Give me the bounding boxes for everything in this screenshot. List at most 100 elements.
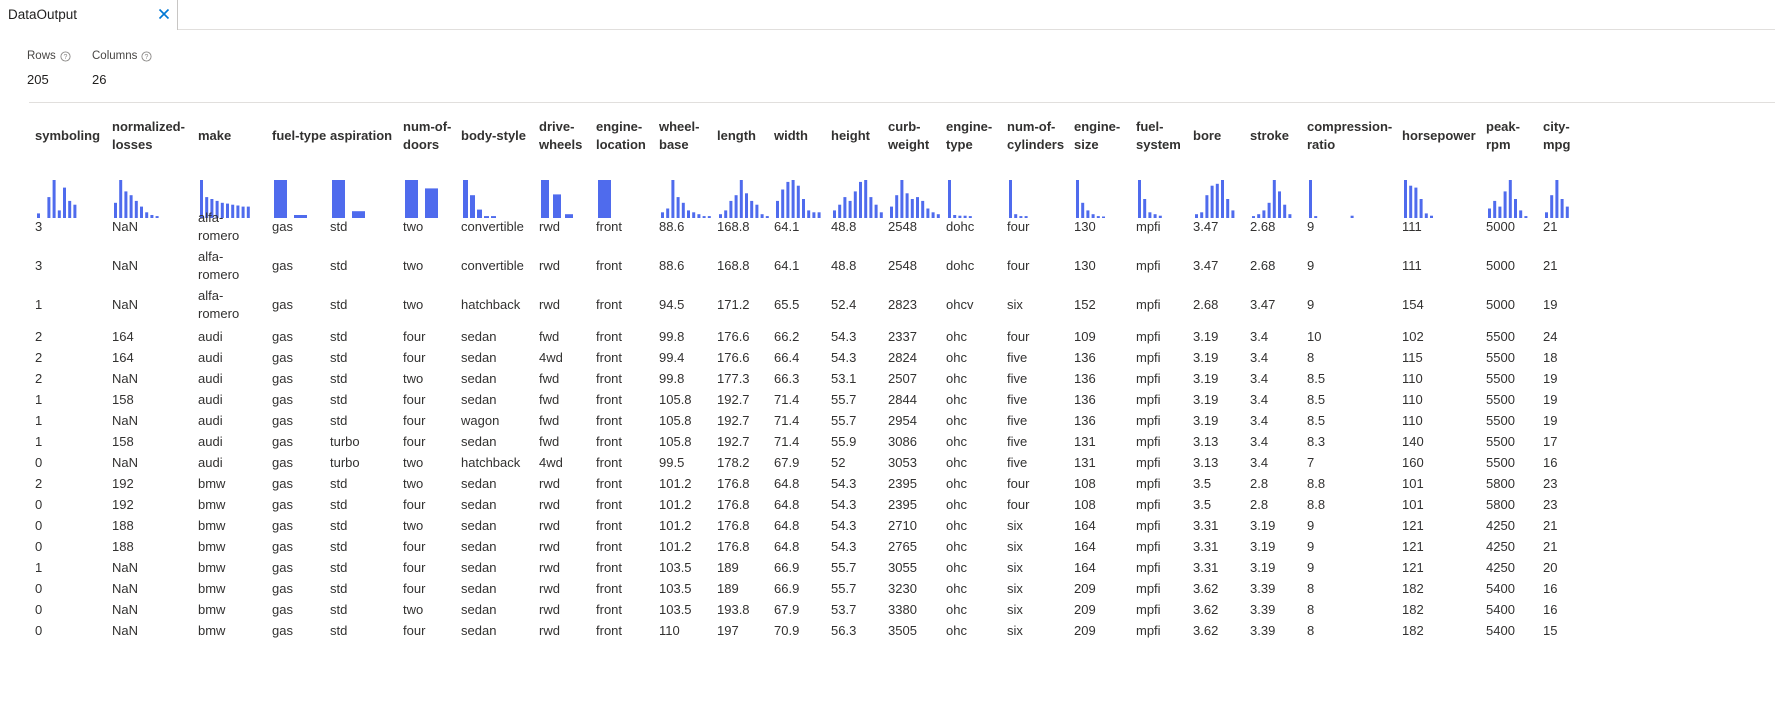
cell-engine-location: front	[596, 329, 623, 344]
column-header-fuel-type[interactable]: fuel-type	[272, 127, 327, 143]
cell-engine-type: ohc	[946, 455, 967, 470]
cell-aspiration: std	[330, 602, 348, 617]
histogram-wheel-base[interactable]	[661, 179, 715, 235]
cell-width: 71.4	[774, 434, 800, 449]
cell-height: 54.3	[831, 539, 857, 554]
histogram-aspiration[interactable]	[332, 179, 374, 235]
column-header-num-of-cylinders[interactable]: num-of-cylinders	[1007, 118, 1065, 152]
histogram-horsepower[interactable]	[1404, 179, 1438, 235]
cell-engine-type: ohc	[946, 329, 967, 344]
cell-peak-rpm: 5400	[1486, 581, 1515, 596]
column-header-engine-size[interactable]: engine-size	[1074, 118, 1121, 152]
histogram-height[interactable]	[833, 179, 887, 235]
histogram-body-style[interactable]	[463, 179, 500, 235]
histogram-num-of-cylinders[interactable]	[1009, 179, 1032, 235]
histogram-bar	[1430, 215, 1433, 218]
histogram-make[interactable]	[200, 179, 254, 235]
column-header-length[interactable]: length	[717, 127, 756, 143]
column-header-city-mpg[interactable]: city-mpg	[1543, 118, 1571, 152]
tab-bar: DataOutput	[0, 0, 1775, 30]
column-header-engine-location[interactable]: engine-location	[596, 118, 646, 152]
histogram-bar	[791, 180, 795, 218]
histogram-bar	[905, 193, 909, 218]
cell-body-style: sedan	[461, 518, 497, 533]
cell-city-mpg: 17	[1543, 434, 1558, 449]
histogram-curb-weight[interactable]	[890, 179, 944, 235]
cell-body-style: sedan	[461, 581, 497, 596]
histogram-stroke[interactable]	[1252, 179, 1296, 235]
histogram-bar	[1550, 195, 1554, 218]
cell-wheel-base: 101.2	[659, 497, 692, 512]
help-circle-icon[interactable]: ?	[141, 50, 152, 62]
column-header-width[interactable]: width	[774, 127, 808, 143]
column-header-symboling[interactable]: symboling	[35, 127, 101, 143]
cell-num-of-cylinders: four	[1007, 219, 1030, 234]
histogram-engine-size[interactable]	[1076, 179, 1110, 235]
cell-drive-wheels: 4wd	[539, 455, 563, 470]
histogram-bar	[150, 215, 154, 218]
histogram-bar	[140, 206, 143, 218]
column-header-peak-rpm[interactable]: peak-rpm	[1486, 118, 1520, 152]
column-header-fuel-system[interactable]: fuel-system	[1136, 118, 1181, 152]
cell-curb-weight: 2844	[888, 392, 917, 407]
histogram-svg	[1404, 180, 1433, 218]
column-header-aspiration[interactable]: aspiration	[330, 127, 393, 143]
histogram-normalized-losses[interactable]	[114, 179, 163, 235]
cell-peak-rpm: 5500	[1486, 392, 1515, 407]
histogram-num-of-doors[interactable]	[405, 179, 447, 235]
histogram-bar	[926, 208, 930, 218]
cell-symboling: 0	[35, 518, 43, 533]
column-header-curb-weight[interactable]: curb-weight	[888, 118, 930, 152]
cell-stroke: 3.39	[1250, 602, 1276, 617]
cell-normalized-losses: 164	[112, 329, 134, 344]
cell-city-mpg: 19	[1543, 297, 1558, 312]
cell-normalized-losses: 188	[112, 518, 134, 533]
histogram-engine-type[interactable]	[948, 179, 976, 235]
histogram-svg	[1138, 180, 1162, 218]
column-header-height[interactable]: height	[831, 127, 870, 143]
cell-fuel-type: gas	[272, 258, 293, 273]
column-header-engine-type[interactable]: engine-type	[946, 118, 993, 152]
column-header-compression-ratio[interactable]: compression-ratio	[1307, 118, 1393, 152]
cell-horsepower: 121	[1402, 539, 1424, 554]
column-header-wheel-base[interactable]: wheel-base	[659, 118, 700, 152]
column-header-drive-wheels[interactable]: drive-wheels	[539, 118, 583, 152]
cell-compression-ratio: 8	[1307, 581, 1315, 596]
histogram-bar	[948, 180, 951, 218]
histogram-drive-wheels[interactable]	[541, 179, 579, 235]
cell-peak-rpm: 5500	[1486, 455, 1515, 470]
column-header-bore[interactable]: bore	[1193, 127, 1222, 143]
column-header-normalized-losses[interactable]: normalized-losses	[112, 118, 185, 152]
histogram-length[interactable]	[719, 179, 773, 235]
histogram-bar	[765, 216, 769, 218]
help-circle-icon[interactable]: ?	[60, 50, 71, 62]
column-header-make[interactable]: make	[198, 127, 232, 143]
histogram-symboling[interactable]	[37, 179, 81, 235]
cell-engine-type: ohc	[946, 602, 967, 617]
histogram-bar	[119, 180, 123, 218]
cell-horsepower: 121	[1402, 560, 1424, 575]
tab-dataoutput[interactable]: DataOutput	[0, 0, 178, 30]
histogram-fuel-system[interactable]	[1138, 179, 1166, 235]
close-icon[interactable]	[155, 4, 173, 24]
column-header-num-of-doors[interactable]: num-of-doors	[403, 118, 452, 152]
cell-aspiration: std	[330, 476, 348, 491]
histogram-fuel-type[interactable]	[274, 179, 316, 235]
histogram-compression-ratio[interactable]	[1309, 179, 1358, 235]
cell-stroke: 3.4	[1250, 455, 1269, 470]
histogram-bar	[114, 202, 117, 218]
cell-stroke: 3.4	[1250, 413, 1269, 428]
column-header-horsepower[interactable]: horsepower	[1402, 127, 1476, 143]
column-header-stroke[interactable]: stroke	[1250, 127, 1290, 143]
histogram-bar	[1215, 183, 1219, 218]
cell-engine-location: front	[596, 392, 623, 407]
cell-drive-wheels: rwd	[539, 297, 560, 312]
histogram-bar	[1014, 214, 1018, 218]
histogram-bore[interactable]	[1195, 179, 1239, 235]
histogram-bar	[1138, 180, 1141, 218]
histogram-city-mpg[interactable]	[1545, 179, 1573, 235]
histogram-width[interactable]	[776, 179, 825, 235]
histogram-engine-location[interactable]	[598, 179, 620, 235]
column-header-body-style[interactable]: body-style	[461, 127, 527, 143]
histogram-peak-rpm[interactable]	[1488, 179, 1532, 235]
